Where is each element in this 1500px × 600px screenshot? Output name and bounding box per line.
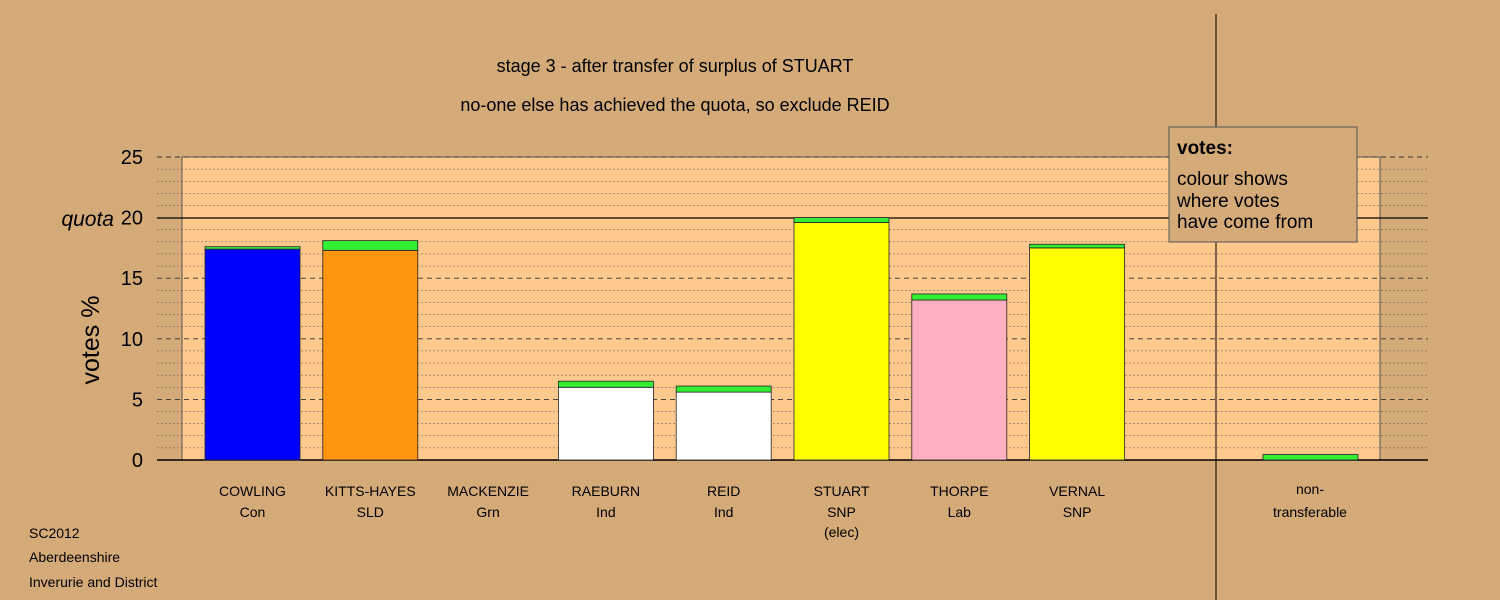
bar-transfer-vernal (1029, 243, 1125, 249)
bar-raeburn (558, 386, 654, 461)
x-label-non-transferable-1: non- (1296, 481, 1324, 497)
bars (204, 217, 1359, 461)
bar-cowling (204, 248, 301, 461)
bar-transfer-reid (675, 385, 772, 393)
bar-transfer-thorpe (911, 293, 1008, 301)
y-axis-label: votes % (77, 296, 105, 385)
footer-line-3: Inverurie and District (29, 574, 158, 590)
bar-transfer-raeburn (558, 380, 654, 388)
legend-line-3: have come from (1177, 212, 1313, 233)
y-tick-label: 5 (132, 389, 143, 411)
y-tick-label: 25 (121, 147, 143, 169)
x-label-name: KITTS-HAYES (325, 483, 416, 499)
y-tick-label: 15 (121, 268, 143, 290)
bar-thorpe (911, 299, 1008, 461)
bar-stuart (793, 222, 890, 461)
x-label-name: THORPE (930, 483, 988, 499)
x-label-name: REID (707, 483, 740, 499)
x-label-name: STUART (814, 483, 870, 499)
x-label-non-transferable-2: transferable (1273, 504, 1347, 520)
y-tick-label: 0 (132, 450, 143, 472)
x-label-name: MACKENZIE (447, 483, 529, 499)
legend-title: votes: (1177, 138, 1233, 159)
x-label-party: SLD (357, 504, 384, 520)
quota-label: quota (61, 208, 114, 231)
x-label-party: Con (240, 504, 266, 520)
legend-line-1: colour shows (1177, 169, 1288, 190)
x-label-party: Ind (596, 504, 615, 520)
chart-subtitle: no-one else has achieved the quota, so e… (460, 95, 889, 115)
bar-reid (675, 391, 772, 461)
bar-transfer-cowling (204, 246, 301, 250)
bar-transfer-kitts-hayes (322, 240, 419, 251)
bar-vernal (1029, 247, 1125, 461)
x-label-party: SNP (1063, 504, 1092, 520)
x-label-extra: (elec) (824, 524, 859, 540)
x-label-party: Ind (714, 504, 733, 520)
footer-line-1: SC2012 (29, 525, 80, 541)
chart-title: stage 3 - after transfer of surplus of S… (497, 56, 854, 76)
x-label-name: COWLING (219, 483, 286, 499)
x-label-party: Grn (476, 504, 499, 520)
legend: votes: colour shows where votes have com… (1168, 126, 1358, 243)
y-axis-ticks: 0 5 10 15 20 25 (121, 147, 143, 472)
x-label-party: Lab (948, 504, 972, 520)
bar-kitts-hayes (322, 249, 419, 461)
bar-non-transferable (1262, 454, 1359, 461)
x-axis-labels: COWLING Con KITTS-HAYES SLD MACKENZIE Grn RAEB… (219, 481, 1347, 540)
legend-line-2: where votes (1176, 191, 1279, 212)
y-tick-label: 20 (121, 208, 143, 230)
x-label-party: SNP (827, 504, 856, 520)
footer-line-2: Aberdeenshire (29, 549, 121, 565)
x-label-name: VERNAL (1049, 483, 1105, 499)
bar-transfer-stuart (793, 217, 890, 223)
x-label-name: RAEBURN (572, 483, 640, 499)
y-tick-label: 10 (121, 329, 143, 351)
legend-box (1168, 126, 1358, 243)
